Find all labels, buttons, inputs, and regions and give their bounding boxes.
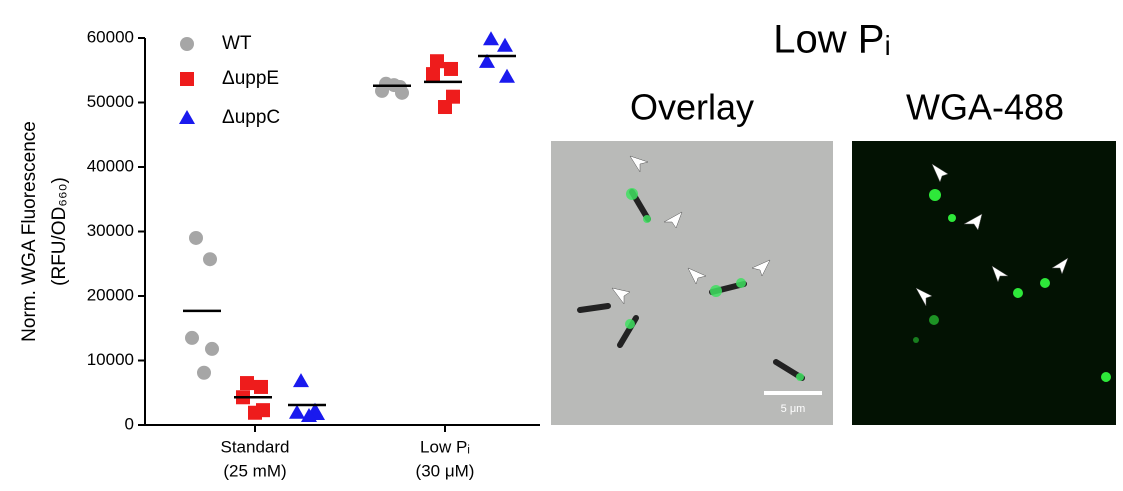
y-tick-label: 20000: [87, 285, 134, 304]
data-point: [189, 231, 203, 245]
data-point: [438, 100, 452, 114]
overlay-image: 5 μm: [551, 141, 833, 425]
fluorescence-image: [852, 141, 1116, 425]
data-point: [254, 380, 268, 394]
data-point: [444, 62, 458, 76]
y-tick-label: 10000: [87, 350, 134, 369]
data-point: [203, 252, 217, 266]
data-point: [205, 342, 219, 356]
data-point: [430, 54, 444, 68]
figure: Low Pᵢ Overlay WGA-488 5 μm 0 10000 20000 3…: [0, 0, 1123, 486]
y-tick-label: 0: [125, 414, 134, 433]
y-tick-label: 60000: [87, 27, 134, 46]
data-point: [499, 69, 515, 83]
x-tick-note: (30 μM): [416, 461, 475, 480]
data-point: [179, 110, 195, 124]
data-point: [240, 376, 254, 390]
legend-label: ΔuppE: [222, 68, 279, 89]
y-axis-label: (RFU/OD₆₆₀): [49, 177, 70, 286]
x-tick-label: Standard: [221, 437, 290, 456]
data-point: [197, 366, 211, 380]
data-point: [180, 72, 194, 86]
data-point: [180, 37, 194, 51]
y-tick-label: 40000: [87, 156, 134, 175]
panel-title: Overlay: [630, 87, 754, 128]
data-point: [185, 331, 199, 345]
data-point: [497, 38, 513, 52]
legend-label: ΔuppC: [222, 107, 280, 128]
y-tick-label: 50000: [87, 92, 134, 111]
data-point: [289, 405, 305, 419]
panel-title: WGA-488: [906, 87, 1064, 128]
scale-bar-label: 5 μm: [781, 403, 806, 415]
image-title: Low Pᵢ: [773, 18, 890, 62]
x-tick-note: (25 mM): [223, 461, 286, 480]
data-point: [293, 373, 309, 387]
data-point: [248, 406, 262, 420]
legend-label: WT: [222, 33, 252, 54]
data-point: [483, 31, 499, 45]
y-tick-label: 30000: [87, 221, 134, 240]
x-tick-label: Low Pᵢ: [420, 437, 470, 456]
y-axis-label: Norm. WGA Fluorescence: [19, 121, 40, 342]
data-point: [426, 67, 440, 81]
